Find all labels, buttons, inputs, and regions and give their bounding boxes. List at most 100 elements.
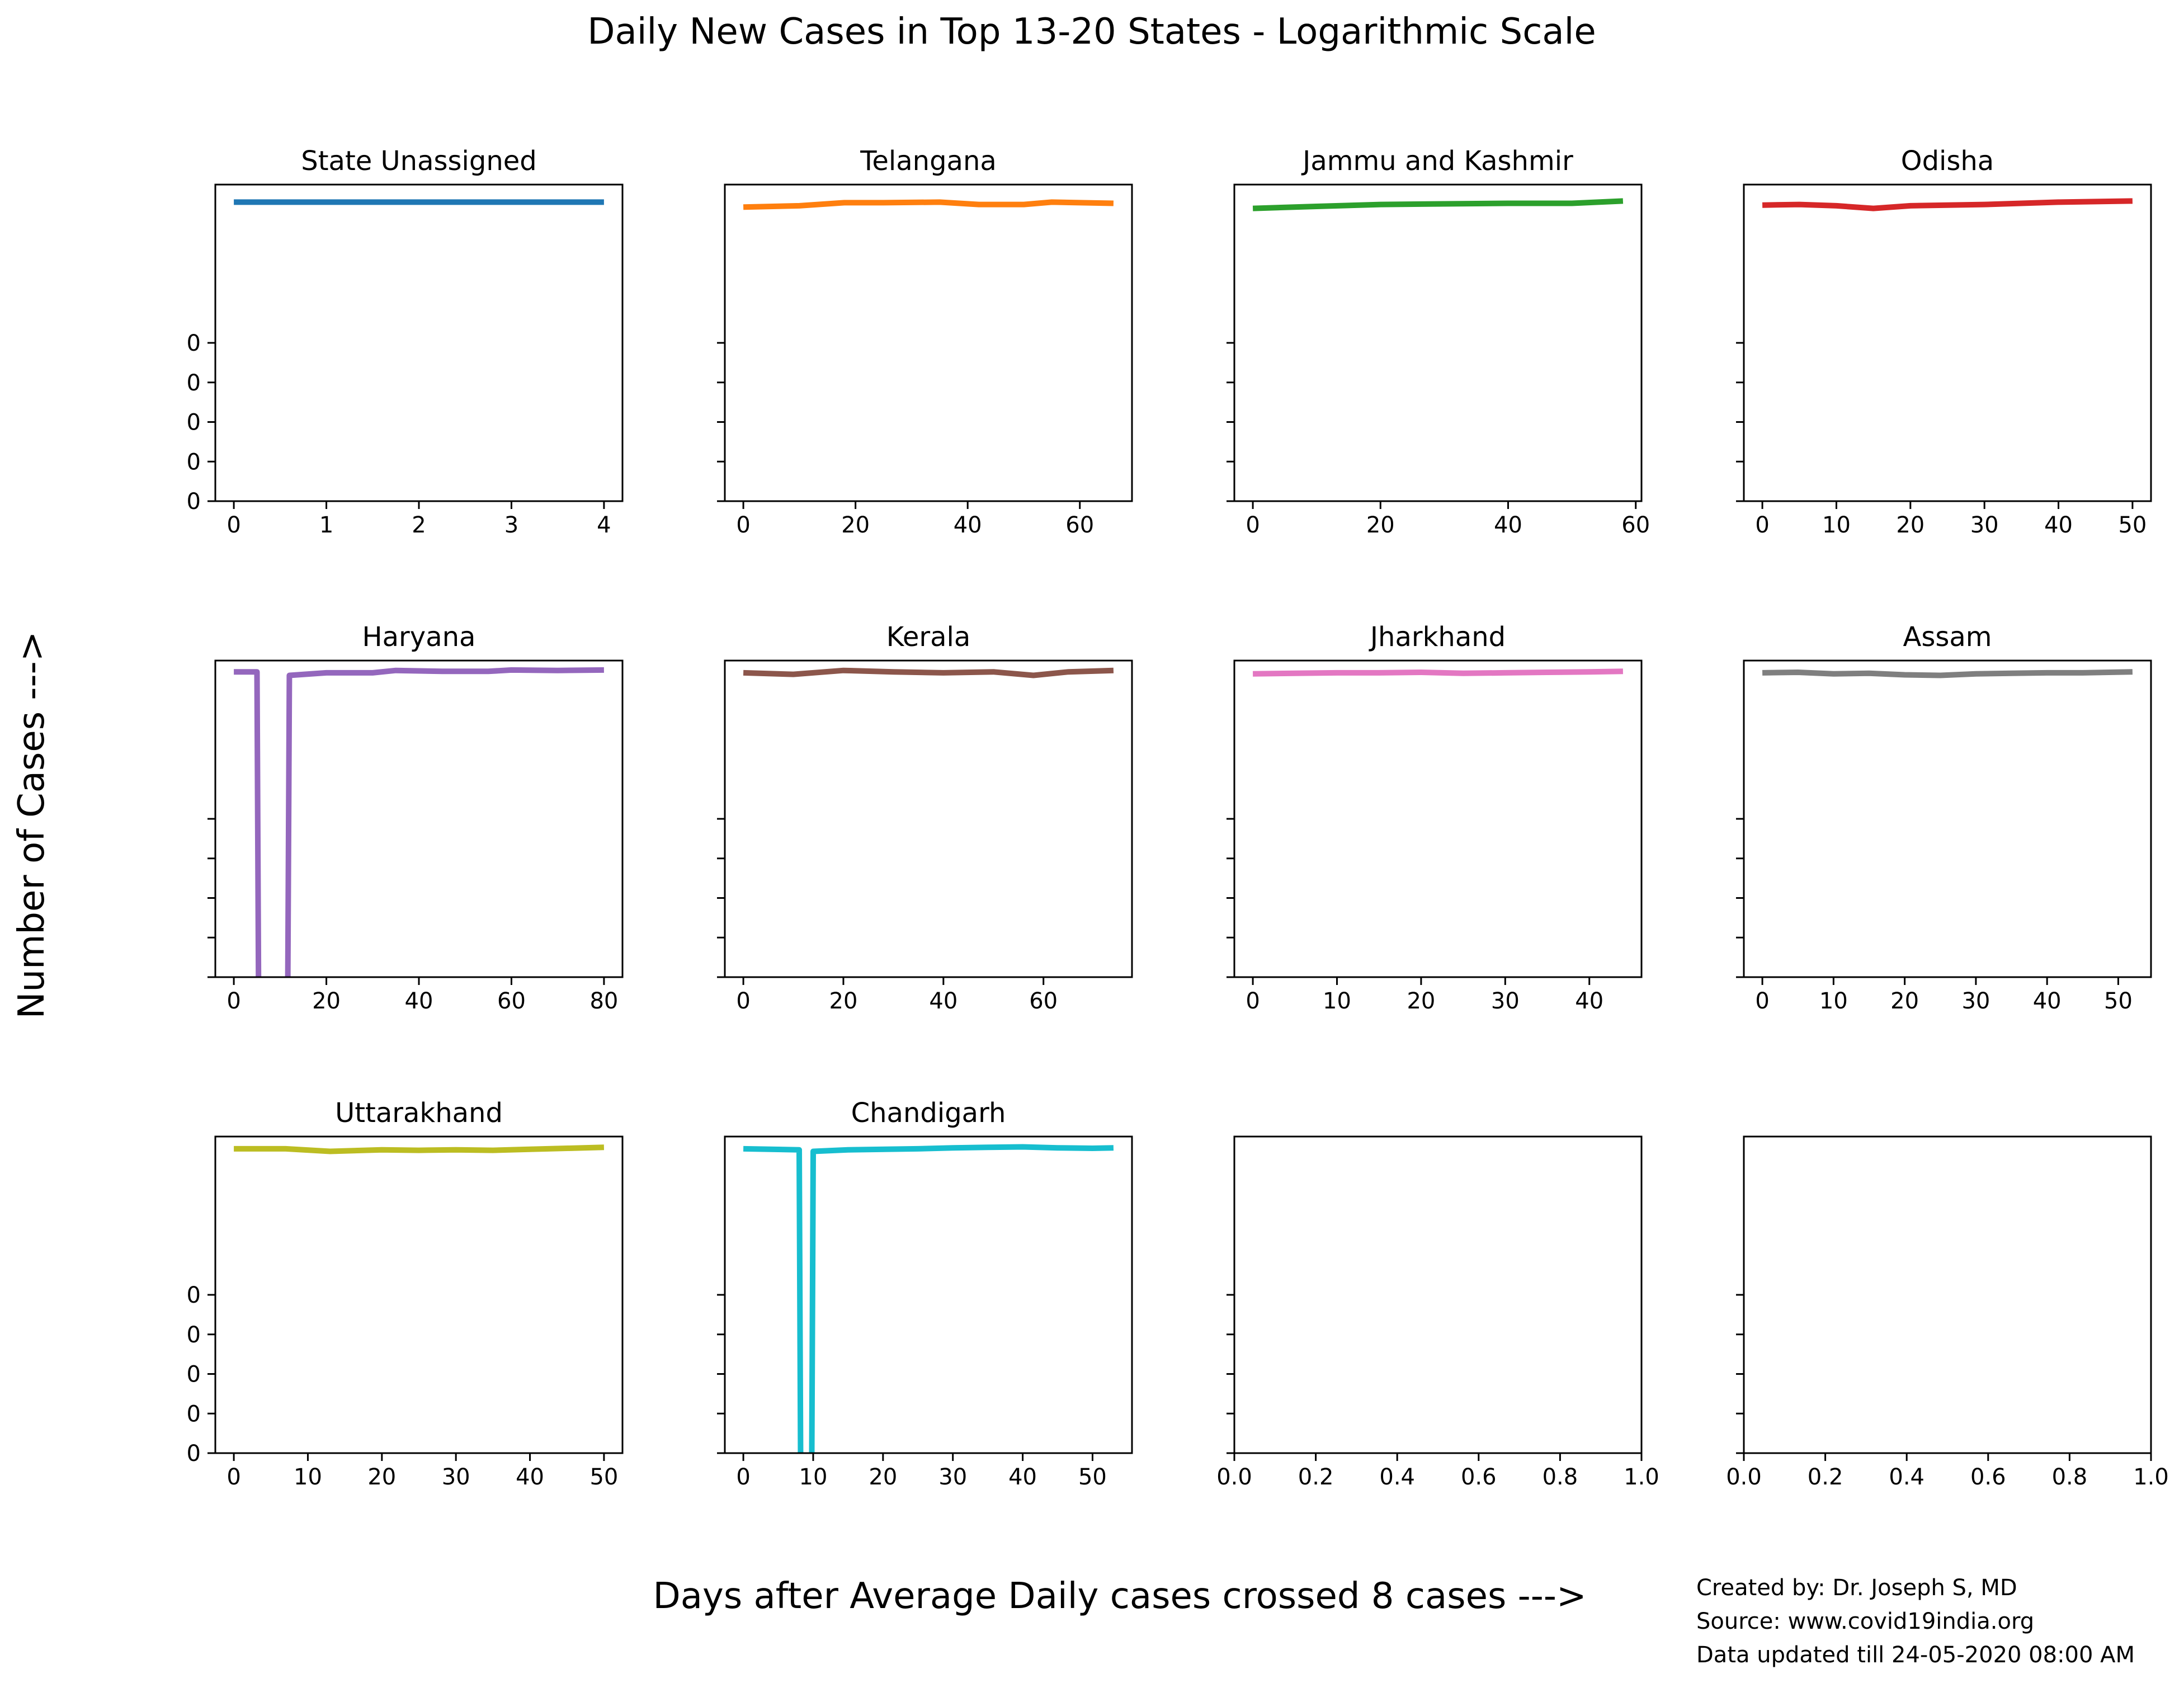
- x-tick-label: 30: [938, 1464, 967, 1490]
- series-line: [1252, 198, 1624, 211]
- x-tick-label: 40: [1008, 1464, 1037, 1490]
- y-tick-label: 0: [187, 1362, 201, 1388]
- x-tick-label: 40: [1494, 512, 1522, 538]
- x-tick-label: 2: [412, 512, 426, 538]
- x-tick-label: 50: [2118, 512, 2147, 538]
- x-tick-label: 20: [841, 512, 870, 538]
- y-tick-label: 0: [187, 1322, 201, 1348]
- x-tick-label: 0.2: [1298, 1464, 1334, 1490]
- x-tick-label: 20: [312, 988, 341, 1014]
- x-tick-label: 40: [2033, 988, 2062, 1014]
- subplot-title: Jharkhand: [1369, 621, 1506, 653]
- x-tick-label: 60: [497, 988, 526, 1014]
- x-tick-label: 40: [1575, 988, 1603, 1014]
- x-tick-label: 60: [1621, 512, 1650, 538]
- x-tick-label: 60: [1029, 988, 1058, 1014]
- x-tick-label: 1.0: [2133, 1464, 2169, 1490]
- y-tick-label: 0: [187, 1401, 201, 1427]
- x-tick-label: 0.0: [1216, 1464, 1252, 1490]
- series-line: [743, 667, 1114, 678]
- x-tick-label: 10: [799, 1464, 828, 1490]
- x-tick-label: 50: [2104, 988, 2133, 1014]
- x-tick-label: 30: [1970, 512, 1999, 538]
- x-tick-label: 0: [227, 988, 240, 1014]
- x-axis-label: Days after Average Daily cases crossed 8…: [653, 1576, 1586, 1617]
- subplot-title: Telangana: [860, 145, 997, 177]
- y-tick-label: 0: [187, 1441, 201, 1467]
- x-tick-label: 30: [1961, 988, 1990, 1014]
- x-tick-label: 0: [736, 1464, 750, 1490]
- series-line: [1762, 198, 2133, 211]
- x-tick-label: 40: [929, 988, 957, 1014]
- x-tick-label: 20: [869, 1464, 897, 1490]
- x-tick-label: 10: [1822, 512, 1851, 538]
- subplot: 0.0 0.2 0.4 0.6 0.8 1.0: [1726, 1135, 2169, 1490]
- series-line: [1253, 668, 1623, 677]
- subplot: Odisha 0 10 20 30 40 50: [1736, 145, 2152, 538]
- y-tick-label: 0: [187, 331, 201, 356]
- credit-created-by: Created by: Dr. Joseph S, MD: [1696, 1575, 2017, 1601]
- subplot: Kerala 0 20 40 60: [717, 621, 1133, 1014]
- x-tick-label: 20: [1407, 988, 1435, 1014]
- x-tick-label: 0.6: [1970, 1464, 2006, 1490]
- series-line: [234, 667, 604, 977]
- x-tick-label: 40: [2044, 512, 2073, 538]
- subplot: Chandigarh 0 10 20 30 40 50: [717, 1097, 1133, 1490]
- x-tick-label: 0: [227, 1464, 240, 1490]
- x-tick-label: 4: [597, 512, 611, 538]
- subplot-title: State Unassigned: [301, 145, 537, 177]
- x-tick-label: 40: [516, 1464, 544, 1490]
- y-tick-label: 0: [187, 410, 201, 436]
- series-line: [743, 199, 1114, 210]
- subplot-title: Assam: [1903, 621, 1992, 653]
- x-tick-label: 20: [829, 988, 858, 1014]
- series-line: [1762, 669, 2133, 678]
- subplot: Assam 0 10 20 30 40 50: [1736, 621, 2152, 1014]
- x-tick-label: 10: [1819, 988, 1848, 1014]
- y-tick-label: 0: [187, 1283, 201, 1308]
- subplot-title: Haryana: [362, 621, 476, 653]
- subplot: Jharkhand 0 10 20 30 40: [1227, 621, 1643, 1014]
- x-tick-label: 0.0: [1726, 1464, 1762, 1490]
- subplot-title: Odisha: [1901, 145, 1994, 177]
- subplot: Jammu and Kashmir 0 20 40 60: [1227, 145, 1650, 538]
- y-axis-label: Number of Cases --->: [11, 631, 53, 1019]
- x-tick-label: 0: [1246, 988, 1260, 1014]
- x-tick-label: 40: [405, 988, 433, 1014]
- y-tick-label: 0: [187, 449, 201, 475]
- credit-updated: Data updated till 24-05-2020 08:00 AM: [1696, 1642, 2135, 1668]
- x-tick-label: 50: [589, 1464, 618, 1490]
- x-tick-label: 0: [736, 512, 750, 538]
- x-tick-label: 10: [1323, 988, 1351, 1014]
- series-line: [743, 1144, 1114, 1453]
- x-tick-label: 0.6: [1461, 1464, 1497, 1490]
- x-tick-label: 0.2: [1808, 1464, 1843, 1490]
- x-tick-label: 10: [294, 1464, 322, 1490]
- subplot: Telangana 0 20 40 60: [717, 145, 1133, 538]
- x-tick-label: 0.8: [1543, 1464, 1578, 1490]
- x-tick-label: 40: [954, 512, 982, 538]
- x-tick-label: 1.0: [1624, 1464, 1659, 1490]
- x-tick-label: 0.4: [1379, 1464, 1415, 1490]
- subplot: 0.0 0.2 0.4 0.6 0.8 1.0: [1216, 1135, 1659, 1490]
- subplot-title: Uttarakhand: [335, 1097, 503, 1129]
- x-tick-label: 30: [442, 1464, 470, 1490]
- subplot-title: Kerala: [886, 621, 971, 653]
- x-tick-label: 0.8: [2052, 1464, 2088, 1490]
- series-line: [234, 1144, 605, 1154]
- credit-source: Source: www.covid19india.org: [1696, 1609, 2034, 1634]
- x-tick-label: 20: [367, 1464, 396, 1490]
- x-tick-label: 0.4: [1889, 1464, 1924, 1490]
- x-tick-label: 20: [1890, 988, 1919, 1014]
- x-tick-label: 0: [227, 512, 240, 538]
- x-tick-label: 3: [504, 512, 518, 538]
- x-tick-label: 0: [736, 988, 750, 1014]
- x-tick-label: 20: [1896, 512, 1924, 538]
- x-tick-label: 20: [1366, 512, 1395, 538]
- subplot-title: Jammu and Kashmir: [1301, 145, 1573, 177]
